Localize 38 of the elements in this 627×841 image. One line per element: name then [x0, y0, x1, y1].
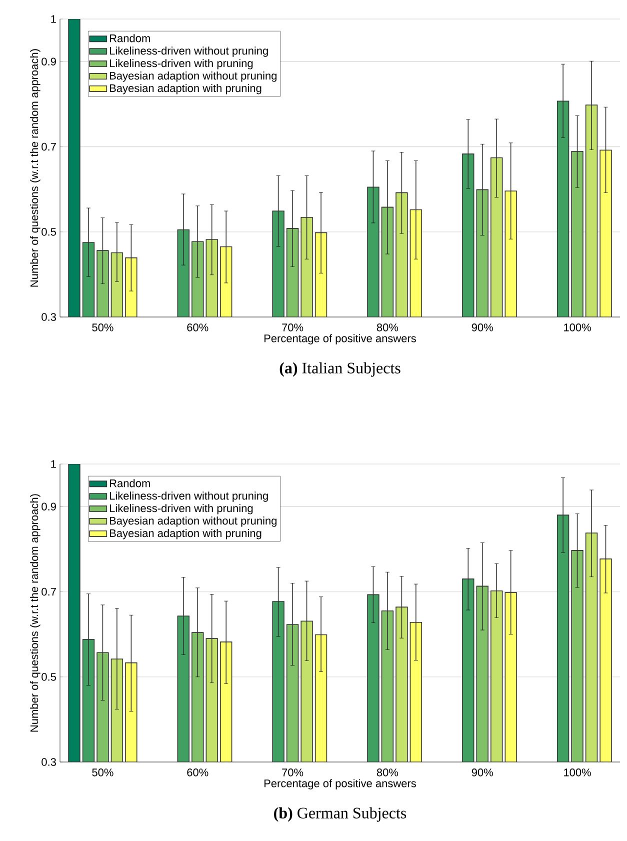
text: (a) Italian Subjects: [280, 362, 400, 377]
x-tick-label: 100%: [564, 768, 591, 776]
y-axis-title: Number of questions (w.r.t the random approach): [30, 494, 40, 732]
legend-label: Bayesian adaption with pruning: [110, 84, 262, 94]
legend-label: Likeliness-driven with pruning: [110, 504, 253, 514]
x-axis-title: Percentage of positive answers: [264, 334, 416, 344]
legend-label: Likeliness-driven without pruning: [110, 46, 268, 57]
y-tick-label: 1: [51, 460, 56, 468]
legend-label: Random: [110, 479, 150, 488]
legend-label: Likeliness-driven with pruning: [110, 59, 253, 70]
legend-label: Random: [110, 34, 150, 42]
legend-label: Bayesian adaption without pruning: [110, 516, 277, 527]
legend-label: Bayesian adaption with pruning: [110, 529, 262, 540]
x-tick-label: 50%: [92, 324, 114, 332]
y-axis-title: Number of questions (w.r.t the random approach): [30, 49, 40, 287]
x-tick-label: 60%: [187, 768, 208, 776]
y-tick-label: 0.9: [42, 58, 56, 66]
x-tick-label: 60%: [187, 324, 208, 332]
y-tick-label: 0.3: [42, 313, 56, 321]
x-tick-label: 90%: [472, 324, 493, 332]
legend-label: Likeliness-driven without pruning: [110, 492, 268, 502]
x-tick-label: 100%: [564, 324, 591, 332]
y-tick-label: 0.9: [42, 502, 56, 510]
y-tick-label: 0.5: [42, 672, 56, 681]
legend-label: Bayesian adaption without pruning: [110, 72, 277, 82]
y-tick-label: 0.7: [42, 588, 56, 596]
x-tick-label: 70%: [282, 768, 304, 776]
x-tick-label: 80%: [376, 324, 398, 332]
y-tick-label: 1: [51, 15, 56, 23]
y-tick-label: 0.5: [42, 228, 56, 236]
y-tick-label: 0.3: [42, 758, 56, 766]
y-tick-label: 0.7: [42, 142, 56, 151]
x-tick-label: 70%: [282, 324, 304, 332]
x-axis-title: Percentage of positive answers: [264, 779, 416, 790]
x-tick-label: 80%: [376, 768, 398, 776]
x-tick-label: 90%: [472, 768, 493, 776]
x-tick-label: 50%: [92, 768, 114, 776]
text: (b) German Subjects: [274, 807, 406, 822]
